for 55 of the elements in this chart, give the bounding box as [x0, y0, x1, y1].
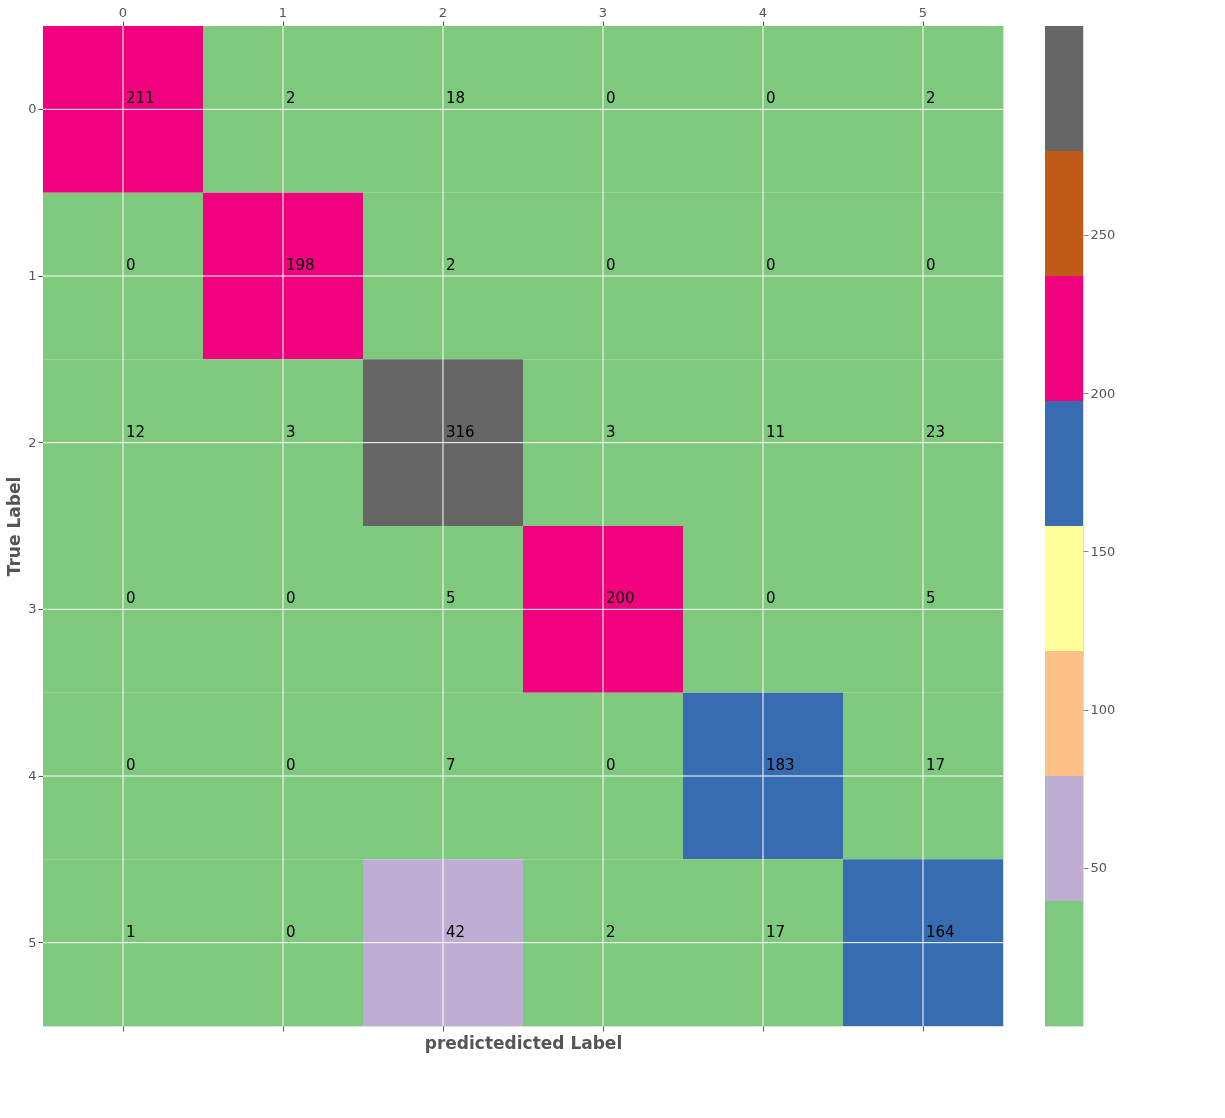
data-label: 200: [606, 589, 635, 608]
data-label: 0: [126, 756, 136, 774]
data-label: 5: [446, 589, 456, 608]
data-label: 2: [446, 256, 456, 274]
data-label: 0: [606, 256, 616, 274]
x-tick-label: 5: [918, 4, 928, 20]
data-label: 316: [446, 422, 475, 441]
data-label: 0: [766, 89, 776, 108]
data-label: 2: [286, 89, 296, 108]
data-label: 2: [606, 922, 616, 941]
y-tick-label: 3: [28, 601, 37, 617]
data-label: 3: [286, 422, 296, 441]
data-label: 211: [126, 89, 155, 108]
color-bar-label: 50: [1090, 860, 1108, 876]
y-tick-label: 1: [28, 268, 37, 283]
y-axis-title: True Label: [4, 476, 25, 577]
data-label: 18: [446, 89, 466, 108]
data-label: 164: [926, 922, 955, 941]
y-tick-label: 2: [28, 434, 37, 450]
y-tick-label: 4: [28, 768, 37, 783]
data-label: 23: [926, 422, 946, 441]
color-bar-label: 100: [1090, 702, 1116, 718]
data-label: 7: [446, 756, 456, 774]
data-label: 2: [926, 89, 936, 108]
data-label: 0: [286, 589, 296, 608]
data-label: 5: [926, 589, 936, 608]
y-tick-label: 5: [28, 934, 37, 950]
data-label: 17: [766, 922, 786, 941]
data-label: 1: [126, 922, 136, 941]
x-tick-label: 3: [598, 4, 608, 20]
x-tick-label: 0: [118, 4, 128, 20]
color-bar-label: 150: [1090, 543, 1116, 559]
y-tick-label: 0: [28, 101, 37, 117]
data-label: 0: [126, 589, 136, 608]
data-label: 0: [286, 756, 296, 774]
data-label: 198: [286, 256, 315, 274]
data-label: 183: [766, 756, 795, 774]
data-label: 0: [286, 922, 296, 941]
x-tick-label: 4: [758, 4, 768, 20]
color-bar-label: 250: [1090, 227, 1116, 243]
data-label: 0: [126, 256, 136, 274]
data-label: 11: [766, 422, 786, 441]
data-label: 0: [606, 89, 616, 108]
x-tick-label: 2: [438, 4, 448, 20]
data-label: 0: [606, 756, 616, 774]
data-label: 0: [766, 256, 776, 274]
data-label: 0: [926, 256, 936, 274]
x-tick-label: 1: [278, 4, 288, 20]
x-axis-title: predictedicted Label: [424, 1033, 623, 1053]
data-label: 17: [926, 756, 946, 774]
data-label: 0: [766, 589, 776, 608]
data-label: 3: [606, 422, 616, 441]
color-bar-label: 200: [1090, 385, 1116, 401]
data-label: 42: [446, 922, 466, 941]
data-label: 12: [126, 422, 146, 441]
